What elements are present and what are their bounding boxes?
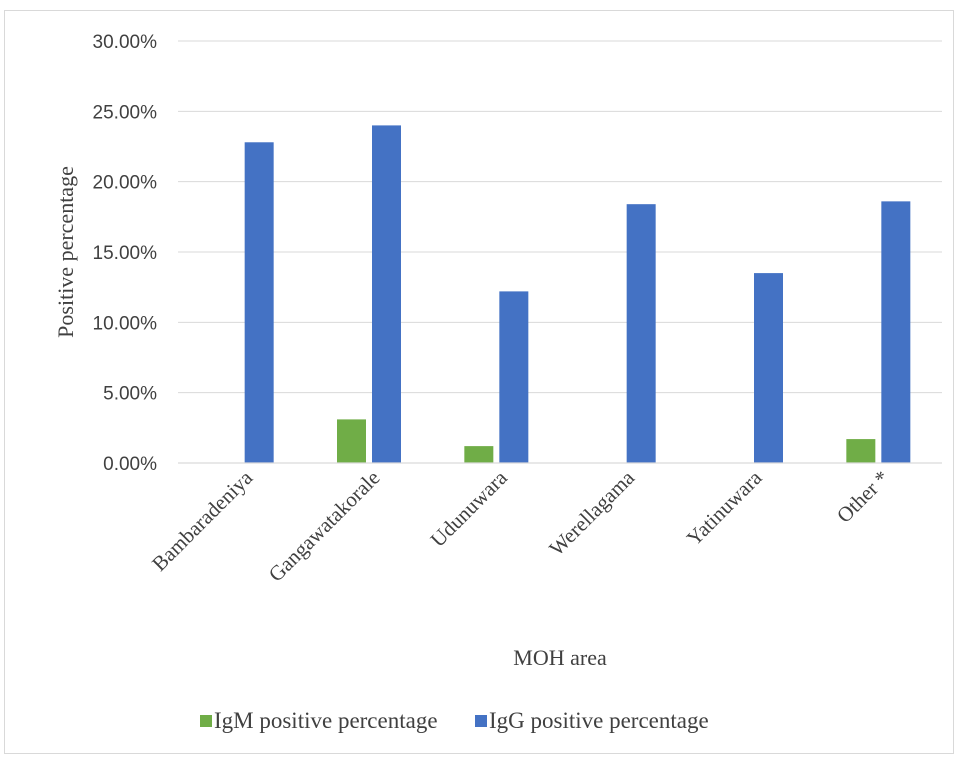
x-category-label: Udunuwara — [426, 465, 513, 552]
legend-swatch — [475, 715, 487, 727]
bar — [464, 446, 494, 463]
bar — [626, 204, 656, 463]
gridlines — [178, 40, 942, 394]
bars — [244, 125, 911, 464]
bar — [372, 125, 401, 464]
y-tick-label: 15.00% — [93, 243, 158, 264]
bar — [846, 439, 876, 463]
y-tick-label: 5.00% — [103, 384, 157, 405]
legend-swatch — [200, 715, 212, 727]
legend-label: IgG positive percentage — [489, 708, 709, 733]
y-tick-label: 0.00% — [103, 454, 157, 475]
y-tick-label: 20.00% — [93, 173, 158, 194]
bar — [499, 291, 529, 463]
bar — [337, 419, 366, 463]
x-axis-title: MOH area — [513, 645, 607, 670]
x-category-label: Gangawatakorale — [264, 466, 385, 587]
x-category-label: Bambaradeniya — [147, 465, 258, 576]
legend-label: IgM positive percentage — [214, 708, 438, 733]
y-tick-label: 25.00% — [93, 102, 158, 123]
bar — [754, 273, 783, 463]
y-tick-labels: 0.00% 5.00% 10.00% 15.00% 20.00% 25.00% 30.00% — [93, 32, 158, 475]
legend: IgM positive percentage IgG positive perc… — [200, 708, 709, 733]
y-tick-label: 30.00% — [93, 32, 158, 53]
bar — [244, 142, 274, 463]
x-category-label: Yatinuwara — [682, 465, 767, 550]
x-category-label: Werellagama — [544, 465, 639, 560]
x-category-labels: Bambaradeniya Gangawatakorale Udunuwara Wer… — [147, 465, 894, 586]
x-category-label: Other * — [832, 466, 894, 528]
y-tick-label: 10.00% — [93, 313, 158, 334]
y-axis-title: Positive percentage — [53, 166, 78, 338]
bar — [881, 201, 911, 464]
chart-frame — [4, 10, 954, 754]
